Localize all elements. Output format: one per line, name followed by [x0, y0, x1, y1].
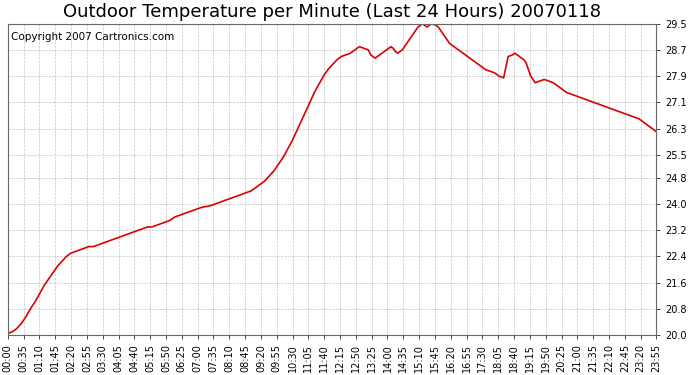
Text: Copyright 2007 Cartronics.com: Copyright 2007 Cartronics.com [11, 32, 175, 42]
Title: Outdoor Temperature per Minute (Last 24 Hours) 20070118: Outdoor Temperature per Minute (Last 24 … [63, 3, 601, 21]
